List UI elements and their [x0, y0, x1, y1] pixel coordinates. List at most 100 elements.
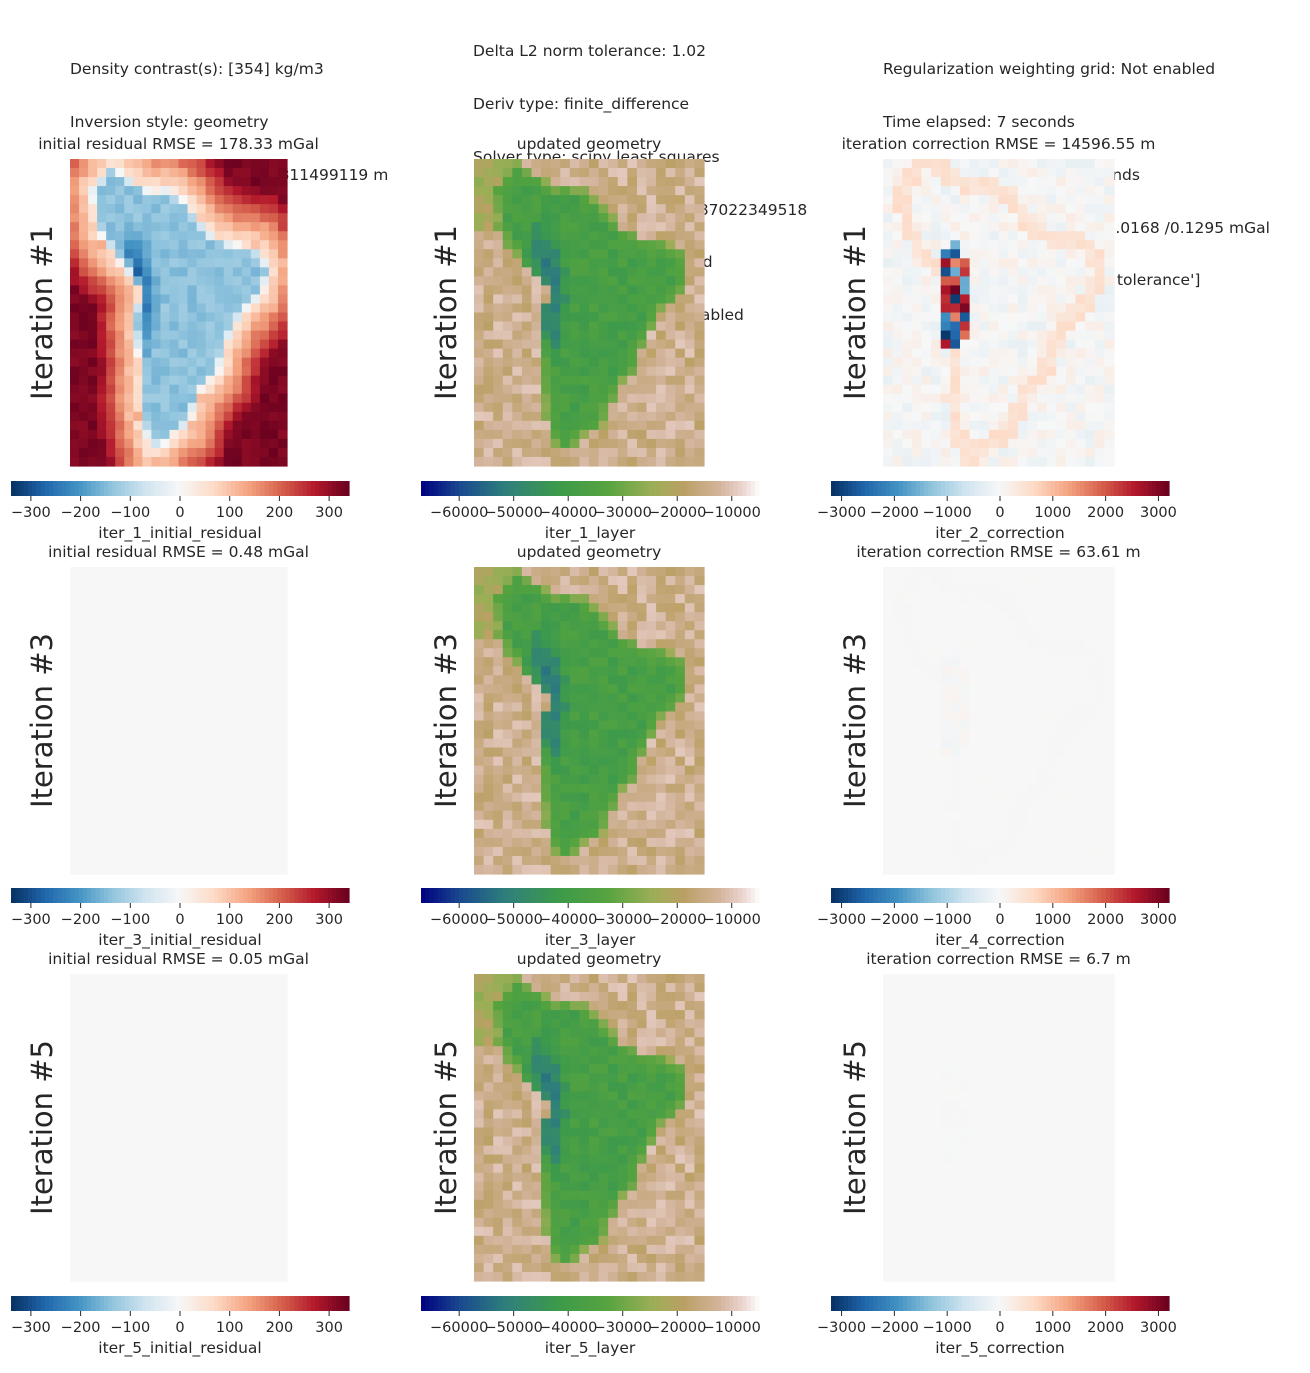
heatmap-cell — [232, 657, 243, 667]
colorbar-segment — [23, 888, 29, 903]
heatmap-cell — [921, 375, 932, 386]
heatmap-cell — [474, 603, 485, 613]
heatmap-cell — [232, 711, 243, 722]
iteration-label: Iteration #3 — [25, 633, 59, 808]
heatmap-cell — [214, 177, 225, 187]
heatmap-cell — [988, 684, 1000, 695]
heatmap-cell — [589, 411, 600, 422]
heatmap-cell — [1075, 312, 1086, 323]
heatmap-cell — [1046, 195, 1057, 205]
heatmap-cell — [988, 204, 1000, 214]
heatmap-cell — [160, 612, 171, 622]
heatmap-cell — [196, 792, 207, 803]
heatmap-cell — [474, 366, 485, 377]
heatmap-cell — [550, 186, 561, 196]
heatmap-cell — [493, 231, 504, 241]
heatmap-cell — [521, 657, 533, 667]
heatmap-cell — [636, 357, 648, 368]
heatmap-cell — [483, 756, 494, 767]
heatmap-cell — [1056, 447, 1067, 458]
heatmap-cell — [911, 447, 923, 458]
heatmap-cell — [694, 666, 705, 676]
heatmap-cell — [88, 240, 98, 250]
heatmap-cell — [169, 810, 180, 821]
heatmap-cell — [214, 357, 225, 368]
colorbar-segment — [446, 888, 452, 903]
heatmap-cell — [79, 159, 89, 169]
heatmap-cell — [115, 438, 125, 449]
heatmap-cell — [1094, 294, 1105, 305]
colorbar-segment — [501, 481, 507, 496]
heatmap-cell — [268, 828, 279, 839]
heatmap-cell — [598, 819, 609, 830]
colorbar-tick-label: −1000 — [923, 505, 972, 521]
iteration-label: Iteration #3 — [429, 633, 463, 808]
heatmap-cell — [133, 357, 143, 368]
heatmap-cell — [1065, 258, 1077, 268]
heatmap-cell — [960, 594, 971, 604]
colorbar-segment — [78, 481, 84, 496]
heatmap-cell — [550, 774, 561, 785]
heatmap-cell — [560, 267, 571, 277]
heatmap-cell — [1017, 276, 1028, 287]
heatmap-cell — [608, 258, 619, 268]
heatmap-cell — [1075, 411, 1086, 422]
heatmap-cell — [250, 828, 261, 839]
heatmap-cell — [560, 177, 571, 187]
colorbar-segment — [11, 888, 16, 903]
heatmap-cell — [1065, 639, 1077, 649]
heatmap-cell — [921, 186, 932, 196]
heatmap-cell — [656, 420, 667, 431]
heatmap-cell — [684, 420, 696, 431]
heatmap-cell — [483, 231, 494, 241]
heatmap-cell — [151, 765, 162, 776]
heatmap-cell — [250, 420, 261, 431]
colorbar-segment — [218, 481, 223, 496]
heatmap-cell — [636, 438, 648, 449]
heatmap-cell — [142, 177, 152, 187]
heatmap-cell — [589, 438, 600, 449]
heatmap-cell — [579, 249, 590, 259]
heatmap-cell — [142, 438, 152, 449]
heatmap-cell — [474, 639, 485, 649]
heatmap-cell — [223, 213, 234, 223]
heatmap-cell — [187, 222, 198, 232]
heatmap-cell — [124, 258, 134, 268]
heatmap-cell — [512, 747, 523, 758]
heatmap-cell — [579, 339, 590, 350]
heatmap-cell — [151, 339, 162, 350]
heatmap-cell — [493, 177, 504, 187]
heatmap-cell — [950, 348, 961, 359]
heatmap-cell — [1037, 186, 1048, 196]
heatmap-cell — [160, 402, 171, 413]
heatmap-cell — [950, 612, 961, 622]
heatmap-cell — [1017, 375, 1028, 386]
heatmap-cell — [521, 231, 533, 241]
heatmap-cell — [205, 630, 216, 640]
heatmap-cell — [531, 240, 542, 250]
colorbar-segment — [725, 888, 731, 903]
heatmap-cell — [223, 321, 234, 332]
heatmap-cell — [97, 411, 107, 422]
heatmap-cell — [133, 747, 143, 758]
heatmap-cell — [550, 720, 561, 731]
heatmap-cell — [541, 666, 552, 676]
colorbar-segment — [256, 888, 261, 903]
colorbar-segment — [1097, 481, 1102, 496]
heatmap-cell — [115, 756, 125, 767]
heatmap-cell — [598, 294, 609, 305]
heatmap-cell — [646, 693, 657, 704]
colorbar-segment — [505, 888, 511, 903]
heatmap-cell — [1046, 168, 1057, 178]
heatmap-cell — [151, 411, 162, 422]
heatmap-cell — [979, 438, 990, 449]
colorbar-segment — [568, 481, 574, 496]
heatmap-cell — [97, 375, 107, 386]
heatmap-cell — [531, 630, 542, 640]
heatmap-cell — [1094, 231, 1105, 241]
heatmap-cell — [115, 303, 125, 314]
heatmap-cell — [1104, 594, 1115, 604]
heatmap-cell — [646, 312, 657, 323]
heatmap-cell — [259, 747, 270, 758]
heatmap-cell — [512, 186, 523, 196]
